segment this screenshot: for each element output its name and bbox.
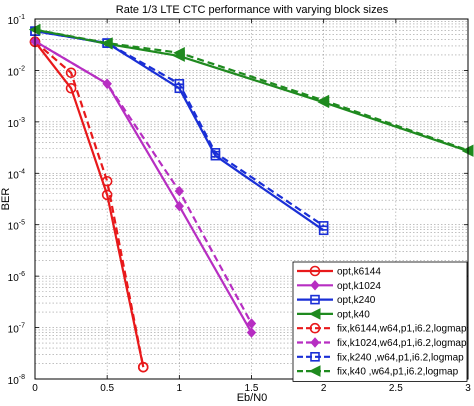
legend-label: opt,k6144 (337, 267, 381, 278)
legend-marker (309, 265, 321, 277)
legend-marker (308, 365, 321, 377)
data-point (101, 37, 113, 49)
x-tick-label: 3 (465, 383, 471, 394)
legend-label: fix,k6144,w64,p1,i6.2,logmap (337, 324, 467, 335)
legend-label: fix,k1024,w64,p1,i6.2,logmap (337, 338, 467, 349)
data-point (174, 185, 185, 197)
legend: opt,k6144 opt,k1024 opt,k240 opt,k40 fix,k61… (292, 261, 468, 382)
x-tick-label: 0.5 (100, 383, 114, 394)
legend-label: opt,k240 (337, 295, 376, 306)
data-point (65, 67, 77, 79)
x-tick-label: 2.5 (389, 383, 403, 394)
series-fix-5 (30, 35, 257, 329)
series-line (34, 40, 145, 368)
legend-box (292, 261, 468, 382)
data-point (101, 175, 113, 187)
data-point (102, 78, 112, 90)
data-point (246, 318, 257, 329)
x-tick-label: 0 (32, 383, 38, 394)
legend-label: fix,k40 ,w64,p1,i6.2,logmap (337, 367, 459, 378)
series-line (34, 40, 253, 325)
legend-marker (310, 294, 320, 305)
data-point (174, 78, 185, 89)
legend-label: fix,k240 ,w64,p1,i6.2,logmap (337, 352, 464, 363)
x-axis-label: Eb/N0 (237, 392, 268, 404)
legend-marker (309, 322, 321, 334)
data-point (173, 47, 185, 59)
data-point (174, 200, 185, 212)
data-point (210, 148, 221, 158)
x-tick-label: 1 (177, 383, 183, 394)
data-point (65, 82, 77, 94)
series-line (34, 40, 253, 334)
data-point (246, 327, 257, 338)
series-line (34, 41, 145, 368)
data-point (137, 361, 149, 373)
x-tick-label: 2 (321, 383, 327, 394)
legend-marker (308, 308, 321, 320)
data-point (318, 221, 329, 231)
x-tick-label: 1.5 (245, 383, 259, 394)
legend-label: opt,k1024 (337, 281, 381, 292)
y-axis-label: BER (0, 188, 12, 211)
legend-marker (310, 280, 320, 291)
legend-marker (310, 337, 320, 348)
data-point (317, 94, 330, 107)
data-point (101, 189, 113, 201)
legend-marker (310, 351, 320, 362)
series-layer (28, 23, 474, 373)
chart-title: Rate 1/3 LTE CTC performance with varyin… (116, 4, 389, 16)
legend-label: opt,k40 (337, 309, 370, 320)
